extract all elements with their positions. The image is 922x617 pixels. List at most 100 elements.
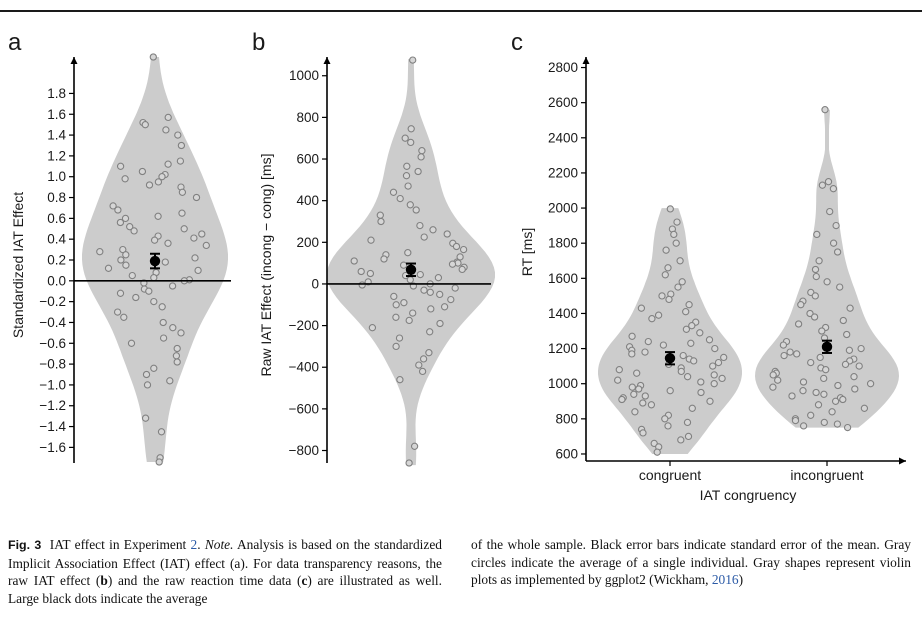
- panel-a-point: [104, 264, 113, 272]
- panel-a-point: [121, 214, 130, 223]
- figure-label: Fig. 3: [8, 538, 42, 552]
- panel-b-point: [396, 376, 404, 384]
- panel-c-congruent-point: [628, 350, 636, 358]
- panel-a-point: [192, 193, 201, 202]
- panel-a-point: [154, 178, 163, 186]
- experiment-link[interactable]: 2: [190, 537, 198, 552]
- panel-c-congruent-point: [706, 397, 714, 405]
- panel-a-point: [174, 131, 182, 139]
- panel-c-y-axis-title: RT [ms]: [519, 228, 535, 277]
- panel-a-y-tick-label: 0.8: [47, 190, 66, 205]
- panel-a-mean-dot: [149, 255, 161, 267]
- caption-note: Note.: [204, 537, 234, 552]
- panel-a-point: [141, 414, 150, 422]
- panel-b-point: [415, 361, 423, 369]
- panel-a-point: [121, 175, 129, 183]
- panel-c-congruent-point: [697, 388, 705, 397]
- panel-c-incongruent-point: [839, 316, 847, 325]
- panel-b-point: [412, 206, 420, 214]
- panel-c-incongruent-point: [836, 283, 844, 291]
- panel-c-congruent-point: [682, 325, 691, 333]
- panel-a-point: [177, 329, 185, 337]
- panel-c-incongruent-point: [807, 358, 815, 367]
- panel-a-point: [150, 236, 159, 244]
- panel-a-point: [132, 293, 140, 302]
- panel-c-incongruent-point: [811, 292, 819, 300]
- panel-b-point: [451, 284, 459, 292]
- panel-b-point: [366, 269, 375, 278]
- panel-a-point: [161, 258, 169, 266]
- panel-label-a: a: [8, 29, 22, 56]
- panel-a-plot: 1.8 1.6 1.4 1.2 1.0 0.8 0.6 0.4 0.2 0.0 −0.2 −0.4 −0…: [10, 53, 231, 466]
- panel-c-incongruent-point: [812, 272, 820, 281]
- panel-b-point: [406, 276, 414, 284]
- panel-a-y-tick-label: 1.6: [47, 107, 66, 122]
- panel-b-y-tick-label: −400: [289, 360, 319, 375]
- panel-c-incongruent-point: [791, 416, 800, 425]
- panel-c-congruent-point: [711, 344, 719, 353]
- panel-a-point: [180, 225, 188, 233]
- panel-b-point: [358, 281, 366, 289]
- panel-b-point: [400, 299, 408, 307]
- panel-a-y-tick-label: −0.4: [39, 315, 66, 330]
- panel-c-incongruent-point: [857, 344, 865, 353]
- panel-a-point: [158, 303, 166, 311]
- panel-b-y-tick-label: 200: [296, 235, 319, 250]
- panel-b-point: [409, 56, 417, 64]
- panel-a-point: [127, 339, 136, 347]
- panel-a-point: [122, 261, 130, 269]
- panel-c-congruent-point: [661, 415, 669, 423]
- panel-c-incongruent-point: [807, 411, 815, 419]
- panel-b-point: [420, 233, 428, 241]
- panel-a-y-tick-label: −1.6: [39, 440, 66, 455]
- panel-c-y-tick-label: 2600: [548, 95, 578, 110]
- panel-b-y-tick-label: 600: [296, 152, 319, 167]
- panel-c-incongruent-point: [774, 376, 782, 384]
- panel-c-congruent-point: [641, 348, 649, 356]
- panel-c-incongruent-point: [814, 401, 823, 409]
- caption-text: of the whole sample. Black error bars in…: [471, 537, 911, 588]
- panel-c-incongruent-point: [799, 378, 808, 386]
- panel-c-congruent-point: [720, 353, 728, 362]
- panel-b-point: [456, 253, 464, 261]
- panel-a-y-tick-label: 0.2: [47, 253, 66, 268]
- panel-a-point: [116, 289, 125, 297]
- caption-text: .: [197, 537, 205, 552]
- panel-c-incongruent-point: [826, 207, 834, 216]
- panel-c-congruent-point: [666, 205, 674, 213]
- panel-a-point: [109, 202, 117, 210]
- panel-a-point: [173, 358, 181, 366]
- panel-a-point: [159, 334, 168, 342]
- panel-a-point: [130, 227, 138, 235]
- panel-c-incongruent-point: [780, 351, 788, 360]
- panel-a-point: [145, 287, 153, 295]
- panel-c-congruent-point: [705, 336, 714, 344]
- panel-a-point: [141, 121, 149, 129]
- panel-c-incongruent-point: [793, 350, 801, 358]
- panel-c-congruent-point: [664, 264, 672, 272]
- panel-c-congruent-point: [684, 432, 693, 441]
- panel-b-violin: [327, 59, 495, 466]
- citation-link[interactable]: 2016: [711, 572, 739, 588]
- panel-c-congruent-point: [628, 332, 636, 340]
- panel-a-point: [191, 254, 199, 262]
- panel-a-point: [128, 271, 136, 280]
- panel-c-y-tick-label: 600: [555, 446, 578, 461]
- panel-a-point: [96, 248, 104, 256]
- panel-a-point: [176, 157, 185, 165]
- panel-b-point: [418, 147, 426, 155]
- panel-b-point: [389, 188, 398, 196]
- panel-c-incongruent-point: [845, 346, 854, 354]
- panel-a-point: [190, 234, 198, 242]
- panel-c-congruent-point: [639, 399, 647, 407]
- panel-c-incongruent-point: [821, 106, 829, 114]
- caption-panel-ref: b: [100, 573, 108, 589]
- panel-c-incongruent-point: [860, 404, 869, 412]
- panel-a-point: [198, 230, 206, 238]
- panel-b-point: [436, 319, 444, 328]
- panel-b-point: [443, 230, 451, 238]
- panel-c-congruent-point: [690, 357, 698, 365]
- panel-a-point: [113, 308, 122, 316]
- panel-c-congruent-point: [685, 301, 693, 309]
- panel-c-congruent-point: [710, 380, 718, 388]
